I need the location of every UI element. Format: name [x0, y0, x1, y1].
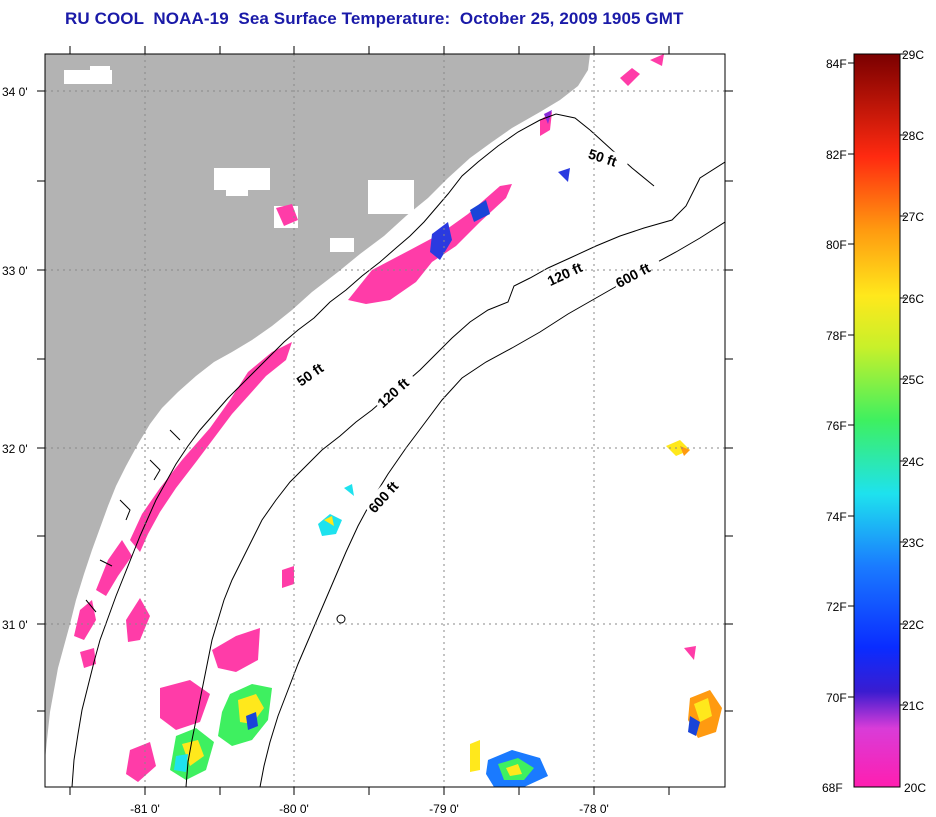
colorbar-c-29: 29C — [902, 48, 924, 62]
lat-label-33: 33 0' — [2, 264, 28, 278]
colorbar-f-72: 72F — [826, 600, 847, 614]
colorbar-f-84: 84F — [826, 57, 847, 71]
lon-label-78: -78 0' — [579, 802, 609, 816]
isobath-120ft — [185, 161, 725, 787]
colorbar-c-25: 25C — [902, 373, 924, 387]
graticule — [45, 54, 725, 787]
map-frame: 34 0' 33 0' 32 0' 31 0' -81 0' -80 0' -7… — [2, 46, 733, 816]
colorbar-f-68: 68F — [822, 781, 843, 795]
colorbar-f-70: 70F — [826, 691, 847, 705]
lon-label-79: -79 0' — [429, 802, 459, 816]
colorbar-c-26: 26C — [902, 292, 924, 306]
colorbar-gradient — [853, 53, 901, 788]
colorbar-c-22: 22C — [902, 618, 924, 632]
colorbar-c-20: 20C — [904, 781, 926, 795]
colorbar-f-76: 76F — [826, 419, 847, 433]
lon-label-81: -81 0' — [130, 802, 160, 816]
colorbar-c-23: 23C — [902, 536, 924, 550]
lat-label-31: 31 0' — [2, 618, 28, 632]
map-title: RU COOL NOAA-19 Sea Surface Temperature:… — [65, 9, 684, 28]
lon-label-80: -80 0' — [279, 802, 309, 816]
lat-label-32: 32 0' — [2, 442, 28, 456]
lat-label-34: 34 0' — [2, 85, 28, 99]
colorbar-c-27: 27C — [902, 210, 924, 224]
colorbar-f-80: 80F — [826, 238, 847, 252]
sst-coastal-band — [74, 54, 696, 782]
colorbar-f-78: 78F — [826, 329, 847, 343]
colorbar-c-28: 28C — [902, 129, 924, 143]
colorbar-f-82: 82F — [826, 148, 847, 162]
colorbar-ticks — [848, 53, 906, 706]
sst-warm-patches — [170, 110, 722, 787]
isobath-50ft — [71, 113, 591, 787]
colorbar-c-24: 24C — [902, 455, 924, 469]
axis-ticks — [37, 46, 733, 795]
colorbar: 84F 82F 80F 78F 76F 74F 72F 70F 68F 29C … — [822, 48, 926, 795]
land-mass — [45, 54, 590, 760]
colorbar-c-21: 21C — [902, 699, 924, 713]
colorbar-f-74: 74F — [826, 510, 847, 524]
